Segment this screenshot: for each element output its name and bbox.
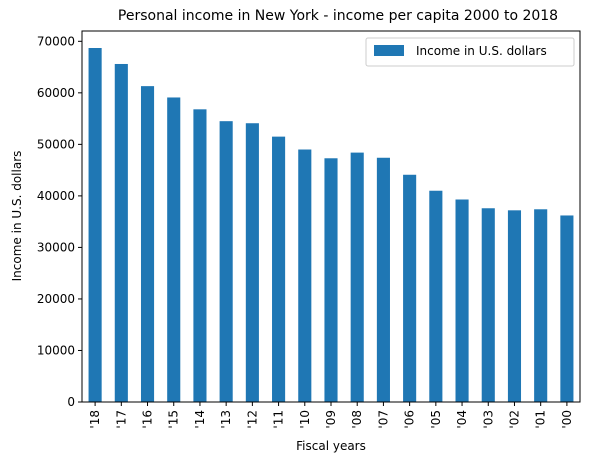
y-tick-label: 60000 — [37, 86, 75, 100]
bar — [272, 136, 286, 402]
bar — [324, 158, 338, 402]
x-tick-label: '14 — [193, 410, 207, 429]
legend-entry-label: Income in U.S. dollars — [416, 44, 547, 58]
bar — [560, 215, 574, 402]
x-tick-label: '08 — [350, 410, 364, 429]
x-tick-label: '15 — [167, 410, 181, 429]
x-tick-label: '10 — [298, 410, 312, 429]
x-tick-label: '12 — [245, 410, 259, 429]
x-tick-label: '06 — [403, 410, 417, 429]
bars-group — [88, 48, 574, 403]
x-tick-label: '01 — [534, 410, 548, 429]
bar — [534, 209, 548, 402]
x-tick-label: '13 — [219, 410, 233, 429]
legend: Income in U.S. dollars — [365, 37, 575, 67]
bar — [481, 208, 495, 402]
y-tick-label: 70000 — [37, 34, 75, 48]
x-tick-label: '11 — [272, 410, 286, 429]
x-tick-label: '18 — [88, 410, 102, 429]
bar — [140, 86, 155, 403]
y-tick-label: 30000 — [37, 240, 75, 254]
legend-swatch — [374, 45, 404, 56]
bar — [114, 63, 128, 402]
x-axis-label: Fiscal years — [296, 439, 366, 453]
x-tick-label: '02 — [507, 410, 521, 429]
x-tick-label: '09 — [324, 410, 338, 429]
bar — [429, 190, 443, 402]
y-axis: 0 10000 20000 30000 40000 50000 60000 70000 — [37, 34, 82, 409]
x-tick-label: '03 — [481, 410, 495, 429]
bar — [88, 48, 102, 403]
bar — [167, 97, 181, 403]
x-tick-label: '17 — [114, 410, 128, 429]
chart-title: Personal income in New York - income per… — [118, 8, 558, 24]
bar — [376, 157, 390, 402]
y-axis-label: Income in U.S. dollars — [10, 151, 24, 282]
bar — [298, 149, 312, 402]
bar — [219, 121, 233, 402]
bar — [403, 174, 417, 402]
y-tick-label: 0 — [67, 395, 75, 409]
y-tick-label: 20000 — [37, 292, 75, 306]
x-tick-label: '05 — [429, 410, 443, 429]
y-tick-label: 10000 — [37, 343, 75, 357]
y-tick-label: 40000 — [37, 189, 75, 203]
x-tick-label: '00 — [560, 410, 574, 429]
x-axis: '18 '17 '16 '15 '14 '13 '12 '11 '10 '09 '08 '07 '06 '… — [88, 402, 574, 429]
legend-frame — [365, 37, 575, 67]
bar — [455, 199, 469, 402]
x-tick-label: '04 — [455, 410, 469, 429]
bar — [193, 109, 207, 403]
bar — [245, 123, 259, 402]
y-tick-label: 50000 — [37, 137, 75, 151]
bar — [350, 152, 364, 402]
x-tick-label: '16 — [141, 410, 155, 429]
x-tick-label: '07 — [376, 410, 390, 429]
bar — [507, 210, 522, 402]
